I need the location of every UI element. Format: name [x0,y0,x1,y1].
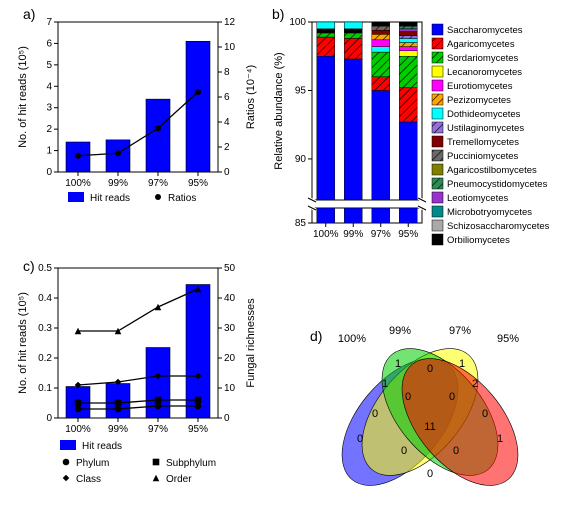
svg-text:2: 2 [46,124,52,135]
svg-text:0.2: 0.2 [38,353,52,364]
svg-text:Agaricomycetes: Agaricomycetes [447,39,515,50]
panel-b-chart: 90 95 100 85 Relative abundance (%) 100% 99% 97… [268,10,567,290]
svg-text:97%: 97% [449,325,471,337]
svg-text:90: 90 [295,154,307,165]
svg-text:10: 10 [224,42,236,53]
svg-text:Lecanoromycetes: Lecanoromycetes [447,67,522,78]
svg-text:11: 11 [424,421,435,433]
svg-text:100%: 100% [65,424,91,435]
svg-text:5: 5 [46,60,52,71]
svg-text:Hit reads: Hit reads [90,193,130,204]
svg-text:Order: Order [166,474,192,485]
svg-text:Ratios (10⁻⁴): Ratios (10⁻⁴) [245,65,257,129]
svg-text:95: 95 [295,85,307,96]
svg-text:1: 1 [46,146,52,157]
svg-text:30: 30 [224,323,236,334]
svg-text:Class: Class [76,474,101,485]
svg-text:100: 100 [289,17,306,28]
svg-text:8: 8 [224,67,230,78]
svg-text:0: 0 [449,391,455,403]
panel-c-chart: 0 0.1 0.2 0.3 0.4 0.5 0 10 20 30 40 50 100% 99% 97% 95%… [10,258,270,508]
svg-text:0: 0 [427,363,433,375]
svg-text:1: 1 [459,358,465,370]
svg-text:0: 0 [401,445,407,457]
svg-text:Fungal richnesses: Fungal richnesses [245,298,257,388]
svg-text:3: 3 [46,103,52,114]
svg-text:95%: 95% [398,229,418,240]
svg-text:20: 20 [224,353,236,364]
svg-text:0: 0 [46,413,52,424]
svg-text:95%: 95% [497,333,519,345]
svg-text:Pneumocystidomycetes: Pneumocystidomycetes [447,179,548,190]
svg-text:40: 40 [224,293,236,304]
svg-text:Dothideomycetes: Dothideomycetes [447,109,521,120]
svg-text:Sordariomycetes: Sordariomycetes [447,53,519,64]
svg-text:2: 2 [224,142,230,153]
svg-text:Tremellomycetes: Tremellomycetes [447,137,519,148]
svg-text:12: 12 [224,17,236,28]
svg-text:Orbiliomycetes: Orbiliomycetes [447,235,510,246]
svg-text:100%: 100% [65,178,91,189]
svg-text:0: 0 [224,167,230,178]
svg-text:0: 0 [224,413,230,424]
svg-text:0: 0 [482,408,488,420]
svg-text:0: 0 [453,445,459,457]
svg-text:Relative abundance (%): Relative abundance (%) [273,52,285,169]
svg-text:99%: 99% [389,325,411,337]
svg-text:1: 1 [497,433,503,445]
svg-text:Subphylum: Subphylum [166,458,216,469]
svg-text:Phylum: Phylum [76,458,109,469]
svg-text:97%: 97% [148,178,168,189]
svg-text:95%: 95% [188,424,208,435]
svg-text:85: 85 [295,218,307,229]
svg-text:6: 6 [224,92,230,103]
svg-text:99%: 99% [108,424,128,435]
svg-text:97%: 97% [148,424,168,435]
svg-text:50: 50 [224,263,236,274]
svg-text:100%: 100% [338,333,366,345]
svg-text:Pezizomycetes: Pezizomycetes [447,95,511,106]
svg-text:1: 1 [382,378,388,390]
svg-text:0: 0 [46,167,52,178]
svg-text:Microbotryomycetes: Microbotryomycetes [447,207,532,218]
svg-text:0: 0 [427,468,433,480]
svg-text:Eurotiomycetes: Eurotiomycetes [447,81,513,92]
svg-text:99%: 99% [108,178,128,189]
svg-text:0.5: 0.5 [38,263,52,274]
svg-text:Leotiomycetes: Leotiomycetes [447,193,509,204]
svg-text:0: 0 [405,391,411,403]
svg-text:No. of hit reads (10⁵): No. of hit reads (10⁵) [17,46,29,148]
svg-text:Saccharomycetes: Saccharomycetes [447,25,523,36]
panel-a-chart: 01234567024681012100%99%97%95%No. of hit… [10,10,270,240]
svg-text:99%: 99% [343,229,363,240]
svg-text:4: 4 [46,81,52,92]
svg-text:Ratios: Ratios [168,193,196,204]
svg-text:97%: 97% [371,229,391,240]
svg-text:10: 10 [224,383,236,394]
svg-text:Ustilaginomycetes: Ustilaginomycetes [447,123,524,134]
svg-text:7: 7 [46,17,52,28]
svg-text:Hit reads: Hit reads [82,441,122,452]
svg-text:4: 4 [224,117,230,128]
panel-d-venn: 100%99%97%95%0000100111110020 [300,312,560,512]
svg-text:0: 0 [372,408,378,420]
svg-text:1: 1 [395,358,401,370]
svg-text:Schizosaccharomycetes: Schizosaccharomycetes [447,221,550,232]
svg-text:95%: 95% [188,178,208,189]
svg-text:100%: 100% [313,229,339,240]
svg-text:0: 0 [357,433,363,445]
svg-text:6: 6 [46,38,52,49]
svg-text:No. of hit reads (10⁵): No. of hit reads (10⁵) [17,292,29,394]
svg-text:2: 2 [472,378,478,390]
svg-text:0.3: 0.3 [38,323,52,334]
svg-text:Agaricostilbomycetes: Agaricostilbomycetes [447,165,537,176]
svg-text:Pucciniomycetes: Pucciniomycetes [447,151,519,162]
svg-text:0.1: 0.1 [38,383,52,394]
svg-text:0.4: 0.4 [38,293,52,304]
